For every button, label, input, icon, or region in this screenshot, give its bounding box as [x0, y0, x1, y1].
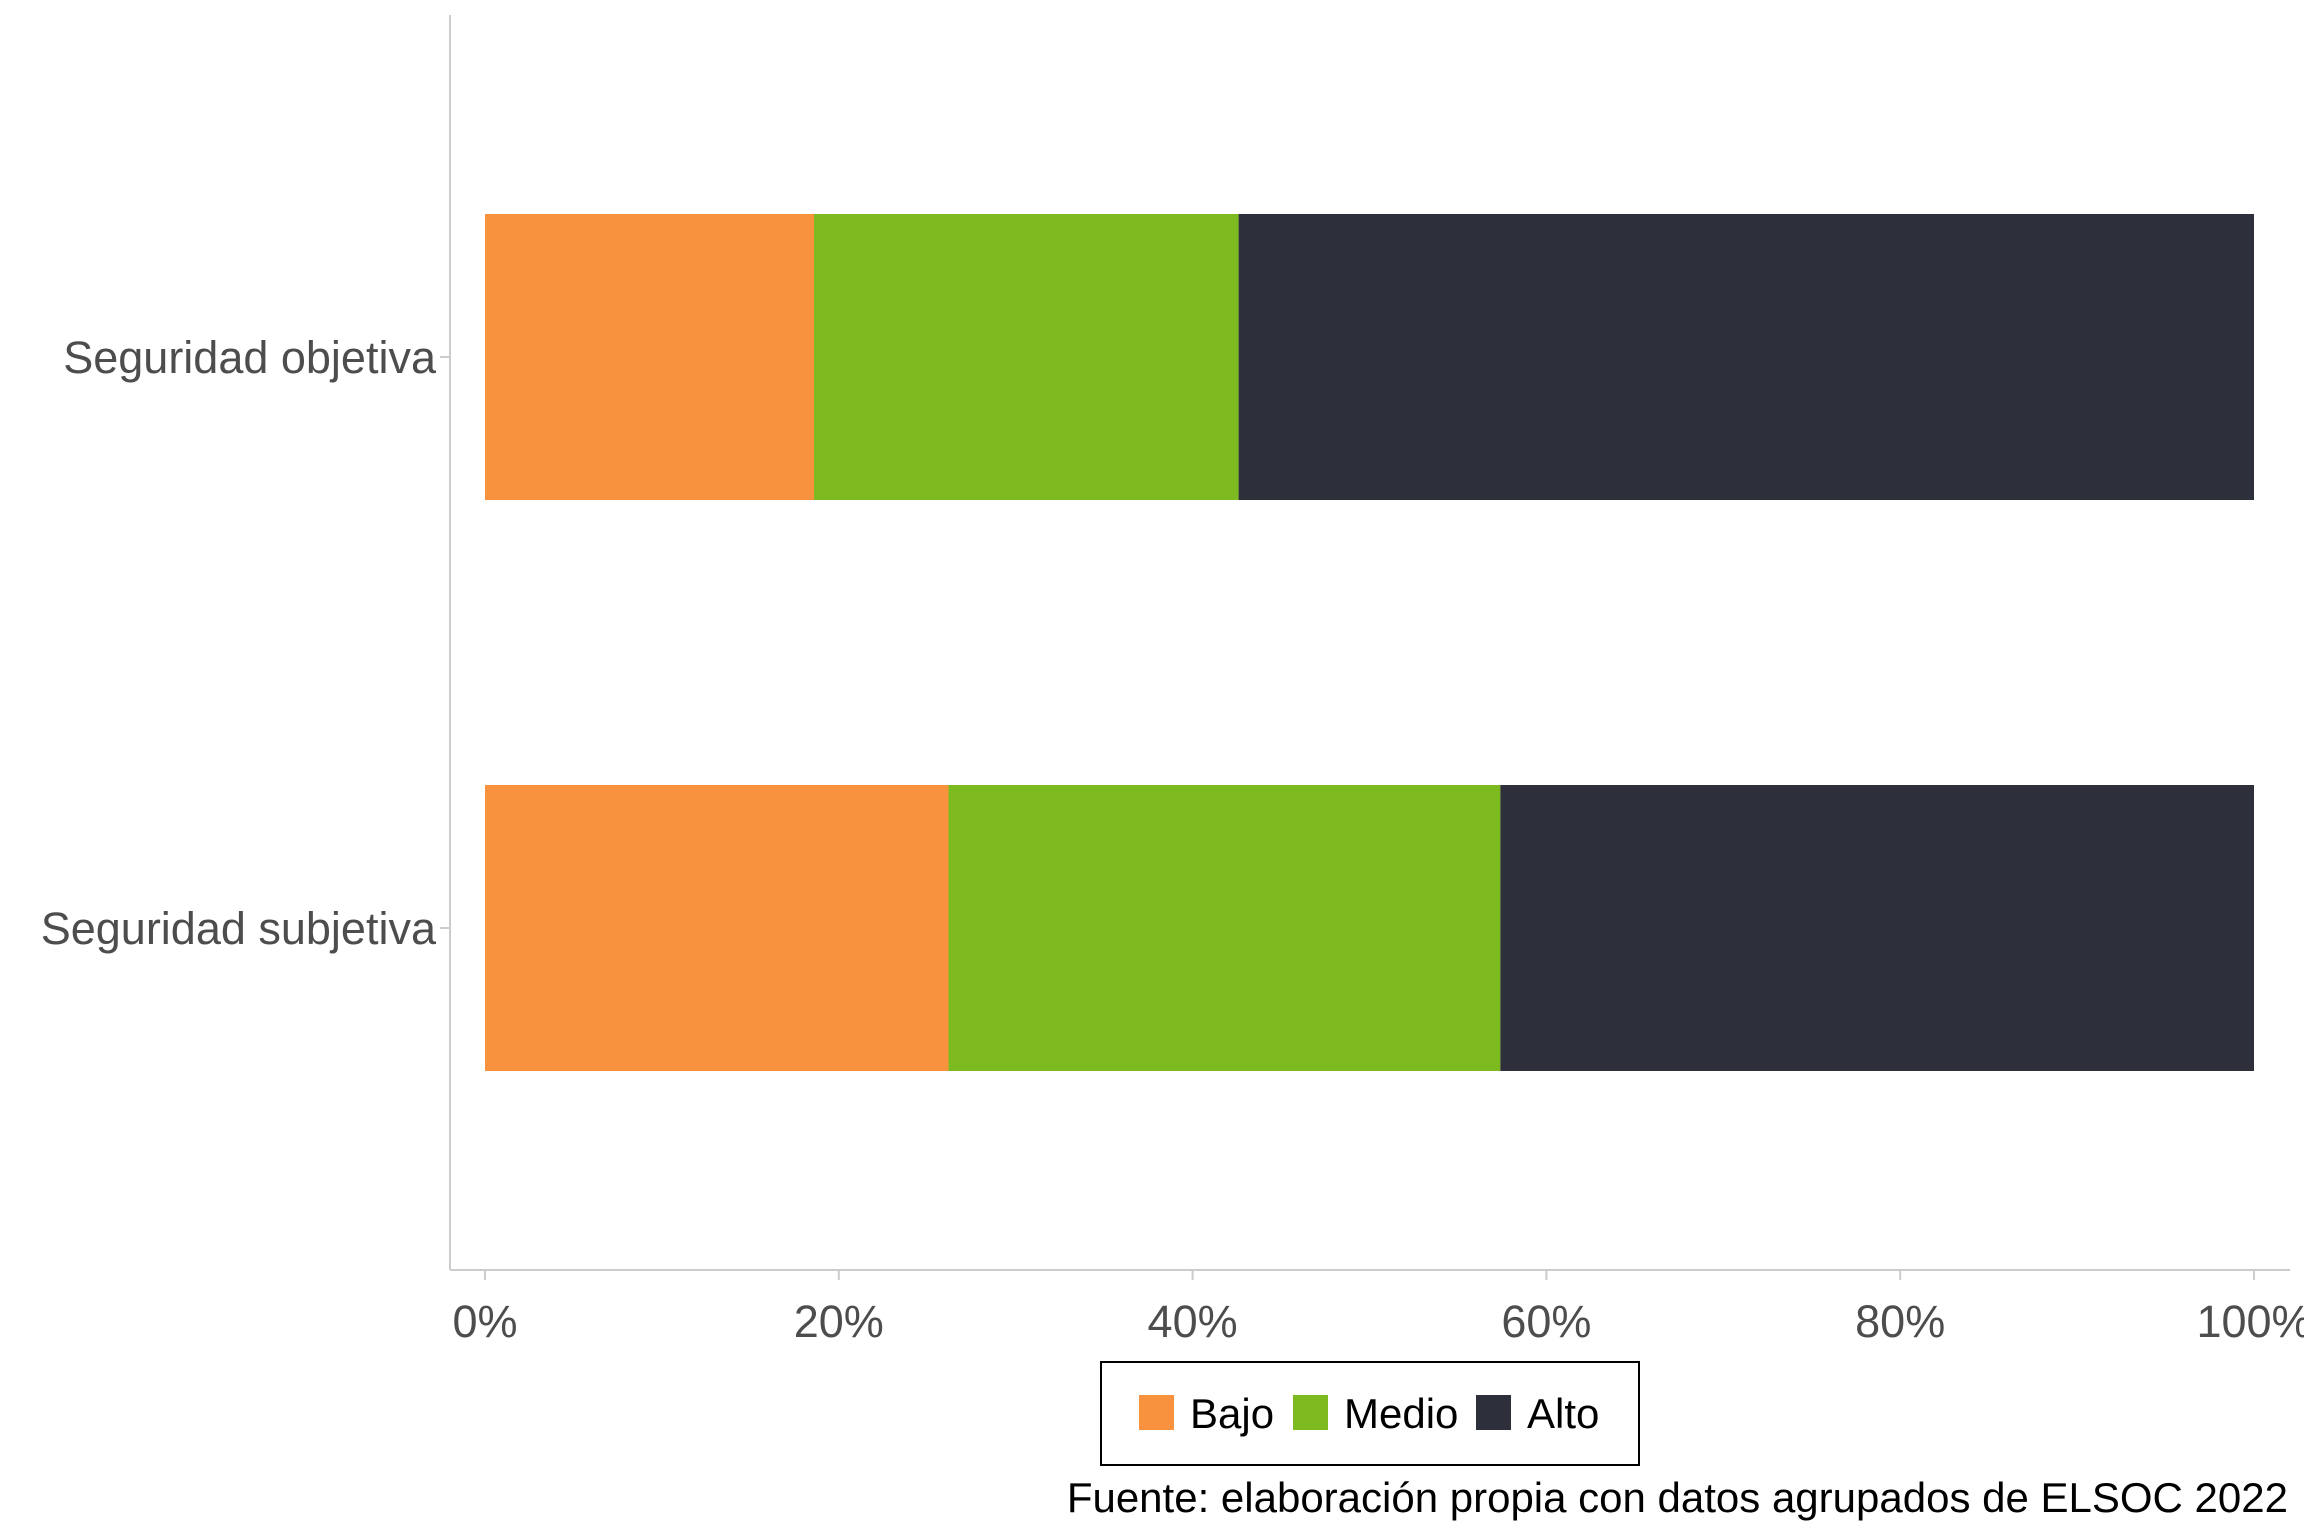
y-category-label: Seguridad objetiva — [63, 332, 437, 383]
x-tick-label: 100% — [2196, 1296, 2304, 1347]
legend-box — [1100, 1361, 1640, 1466]
bar-alto-2 — [1500, 785, 2254, 1071]
bar-medio-2 — [948, 785, 1501, 1071]
legend: Bajo Medio Alto — [1100, 1361, 1640, 1466]
legend-label-medio: Medio — [1344, 1390, 1458, 1437]
bar-bajo-1 — [485, 214, 815, 500]
x-tick-label: 40% — [1148, 1296, 1238, 1347]
bar-bajo-2 — [485, 785, 949, 1071]
x-tick-label: 80% — [1855, 1296, 1945, 1347]
x-tick-label: 20% — [794, 1296, 884, 1347]
bars — [485, 214, 2254, 1071]
chart-caption: Fuente: elaboración propia con datos agr… — [1067, 1474, 2288, 1521]
x-tick-label: 60% — [1501, 1296, 1591, 1347]
bar-medio-1 — [814, 214, 1239, 500]
bar-alto-1 — [1238, 214, 2254, 500]
y-category-label: Seguridad subjetiva — [41, 903, 437, 954]
legend-key-bajo — [1139, 1395, 1174, 1430]
x-axis-labels: 0% 20% 40% 60% 80% 100% — [452, 1296, 2304, 1347]
axes — [440, 15, 2290, 1280]
legend-key-alto — [1476, 1395, 1511, 1430]
legend-key-medio — [1293, 1395, 1328, 1430]
legend-label-alto: Alto — [1527, 1390, 1599, 1437]
legend-label-bajo: Bajo — [1190, 1390, 1274, 1437]
y-axis-labels: Seguridad objetiva Seguridad subjetiva — [41, 332, 437, 954]
x-tick-label: 0% — [452, 1296, 517, 1347]
